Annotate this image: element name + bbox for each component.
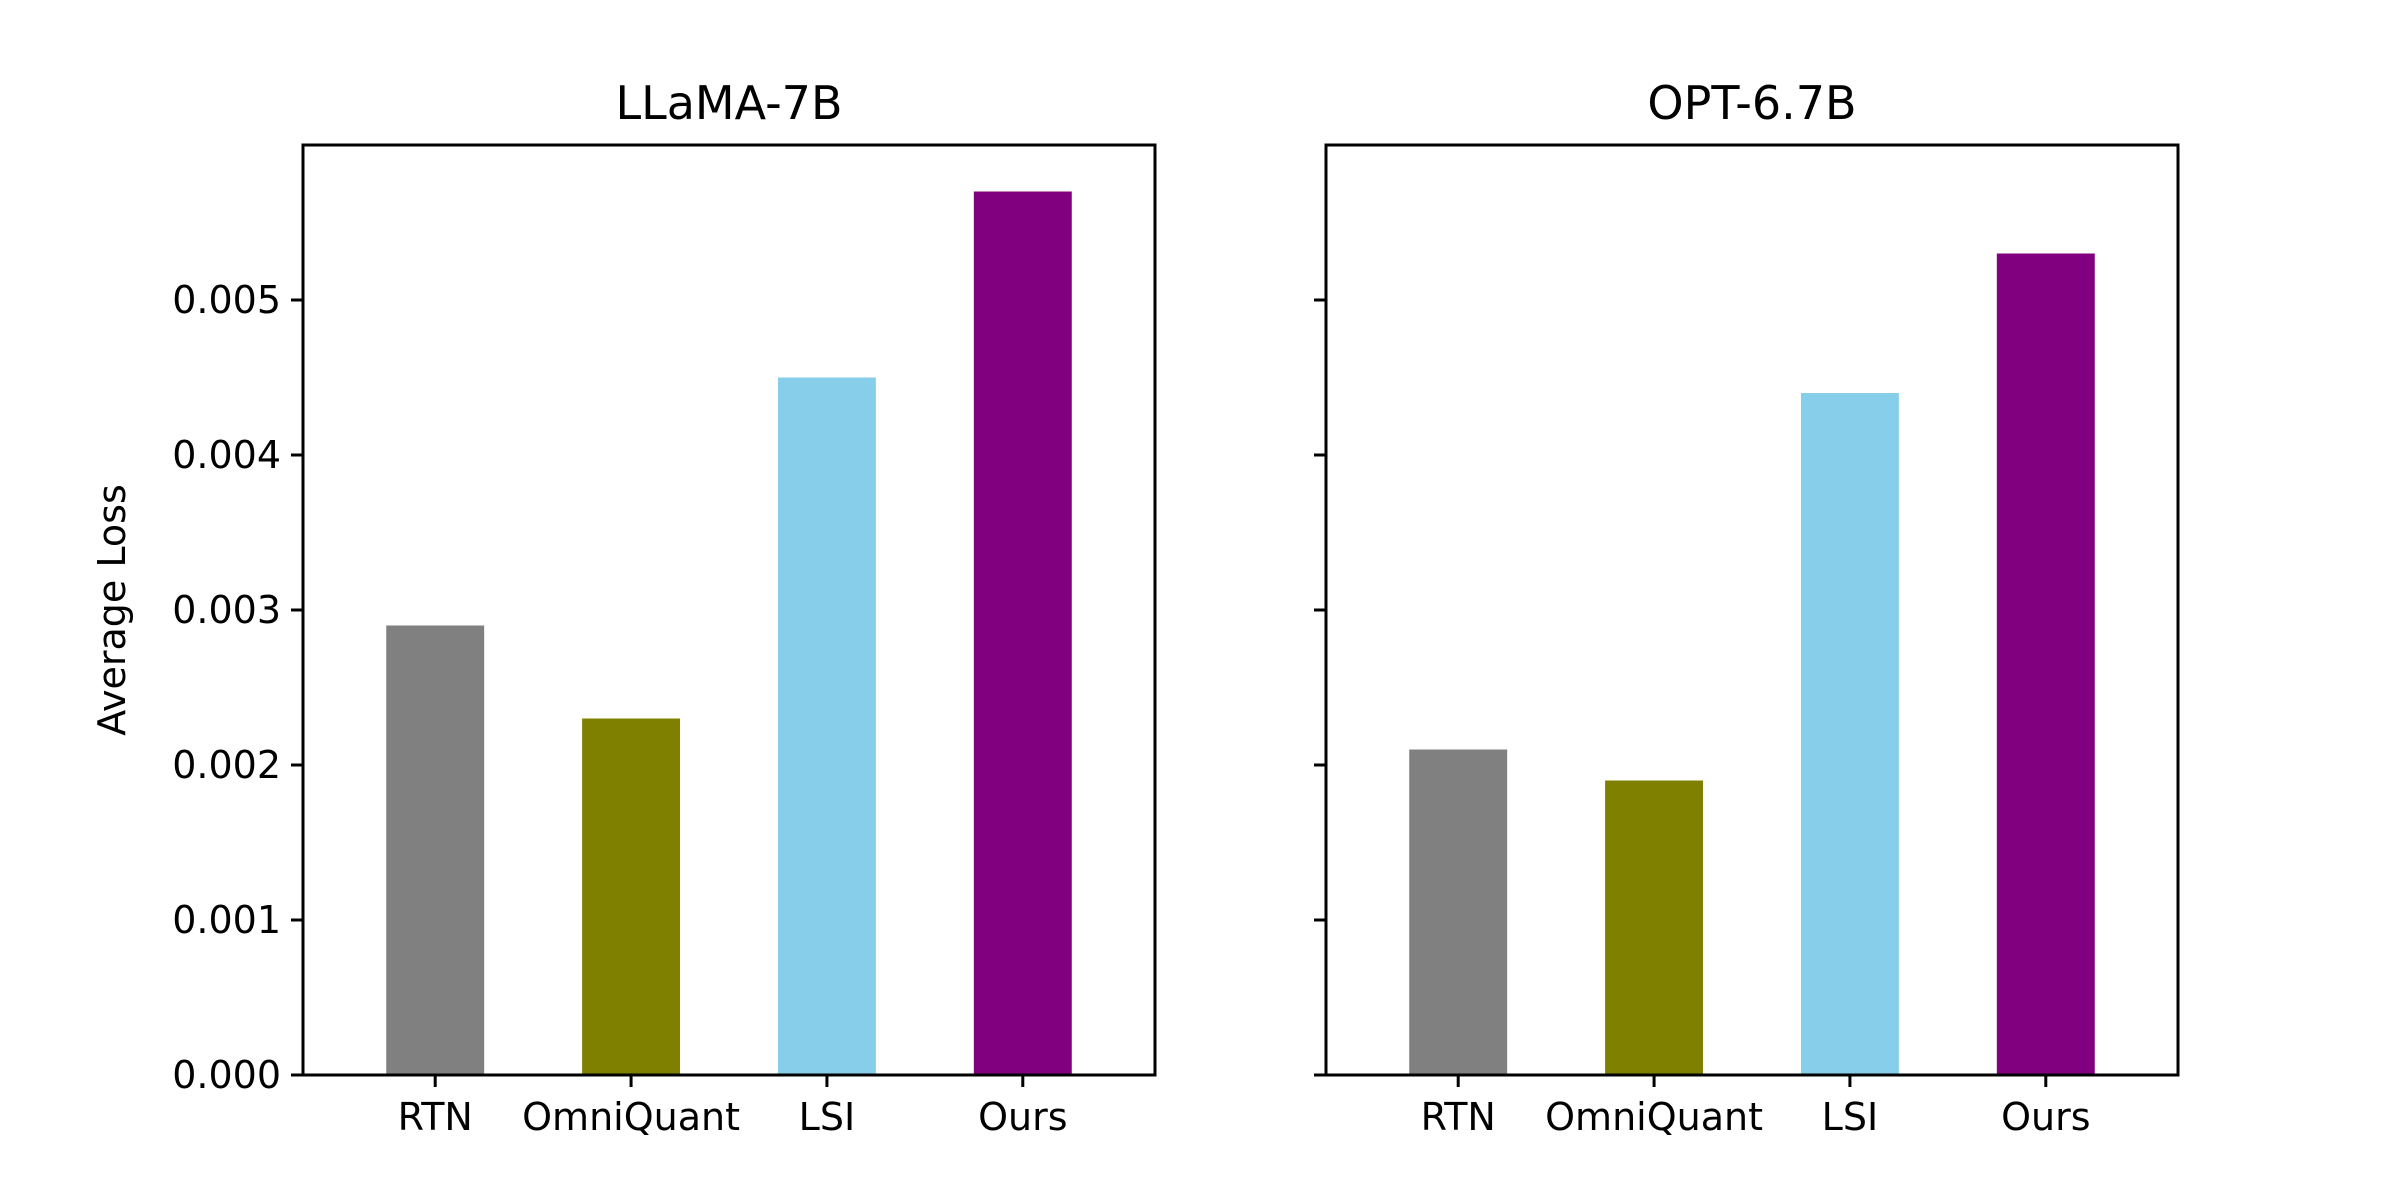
subplot-llama-7b: RTN OmniQuant LSI Ours 0.000 0.001 0.002 0.003 0… xyxy=(90,76,1157,1139)
y-axis-label: Average Loss xyxy=(90,484,134,735)
x-tick-label: RTN xyxy=(398,1095,473,1139)
x-tick-label: Ours xyxy=(2001,1095,2090,1139)
chart-title: OPT-6.7B xyxy=(1647,76,1856,130)
y-tick-label: 0.003 xyxy=(172,588,281,632)
x-tick-label: Ours xyxy=(978,1095,1067,1139)
x-tick-label: RTN xyxy=(1421,1095,1496,1139)
x-tick-label: LSI xyxy=(1822,1095,1879,1139)
bar-omniquant xyxy=(582,718,681,1075)
x-tick-label: OmniQuant xyxy=(522,1095,740,1139)
bar-ours xyxy=(1996,253,2095,1075)
y-tick-label: 0.001 xyxy=(172,898,281,942)
y-tick-label: 0.005 xyxy=(172,278,281,322)
bar-rtn xyxy=(1409,749,1508,1075)
bar-omniquant xyxy=(1605,780,1704,1075)
x-tick-label: LSI xyxy=(799,1095,856,1139)
y-tick-label: 0.004 xyxy=(172,433,281,477)
bar-ours xyxy=(973,191,1072,1075)
bar-rtn xyxy=(386,625,485,1075)
subplot-opt-6-7b: RTN OmniQuant LSI Ours OPT-6.7B xyxy=(1314,76,2180,1139)
bar-lsi xyxy=(1800,393,1899,1075)
y-tick-label: 0.002 xyxy=(172,743,281,787)
x-tick-label: OmniQuant xyxy=(1545,1095,1763,1139)
bar-lsi xyxy=(777,377,876,1075)
chart-title: LLaMA-7B xyxy=(615,76,842,130)
y-tick-label: 0.000 xyxy=(172,1053,281,1097)
